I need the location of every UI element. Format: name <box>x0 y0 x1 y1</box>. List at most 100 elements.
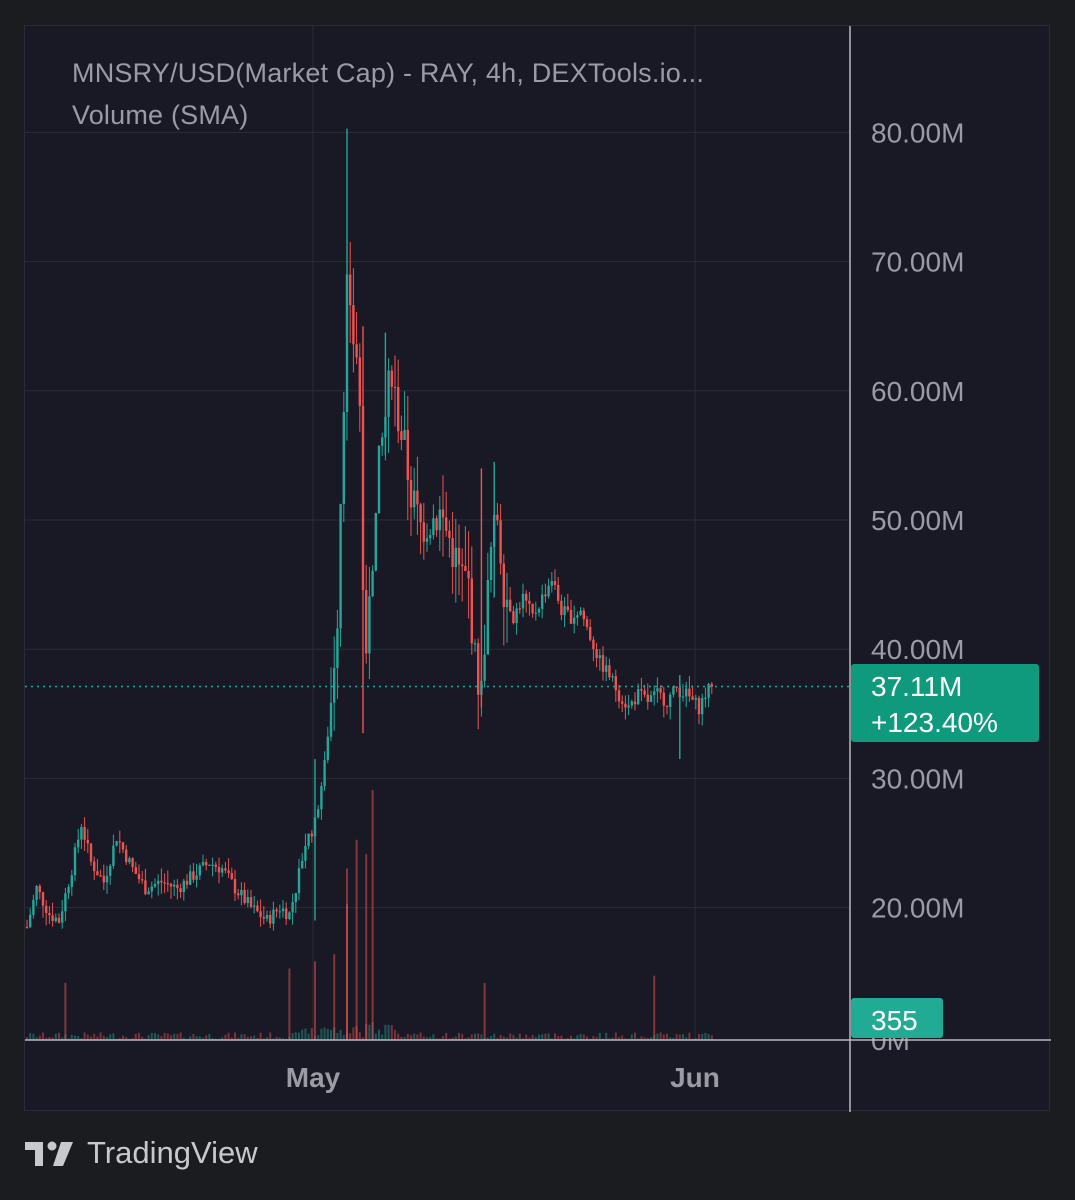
y-tick-label: 20.00M <box>871 893 964 924</box>
volume-bar <box>51 1037 54 1040</box>
candle-body <box>515 608 518 624</box>
volume-bar <box>374 1033 377 1040</box>
volume-bar <box>582 1034 585 1040</box>
volume-bar <box>150 1032 153 1040</box>
volume-bar <box>451 1037 454 1040</box>
candle-body <box>182 880 185 893</box>
volume-bar <box>438 1038 441 1040</box>
candle-body <box>221 868 224 873</box>
candle-body <box>214 864 217 867</box>
candle-body <box>240 889 243 896</box>
volume-bar <box>381 1034 384 1040</box>
volume-bar <box>554 1033 556 1040</box>
volume-bar <box>349 1033 352 1040</box>
candle-body <box>557 584 560 601</box>
candle-body <box>537 608 541 613</box>
candle-body <box>150 886 153 892</box>
candlestick-chart[interactable]: 20.00M 30.00M 40.00M 50.00M 60.00M 70.00M 80.0… <box>25 26 1051 1112</box>
volume-bar <box>403 1036 406 1040</box>
candle-body <box>448 530 451 538</box>
volume-bar <box>42 1032 44 1040</box>
volume-bar <box>675 1034 678 1040</box>
volume-bar <box>490 1036 492 1040</box>
candle-body <box>307 833 310 846</box>
volume-bar <box>608 1038 611 1040</box>
volume-bar <box>442 1036 444 1040</box>
candle-body <box>553 581 557 585</box>
volume-bar <box>416 1034 419 1040</box>
candle-body <box>656 688 659 692</box>
tradingview-brand: TradingView <box>87 1135 258 1170</box>
volume-bar <box>518 1033 521 1040</box>
candle-body <box>451 537 454 568</box>
candle-body <box>253 905 256 907</box>
volume-bar <box>538 1034 540 1040</box>
candle-body <box>38 885 41 893</box>
volume-bar <box>570 1035 572 1040</box>
candle-body <box>387 370 390 417</box>
volume-bar <box>58 1032 60 1040</box>
volume-bar <box>118 1037 121 1040</box>
candle-body <box>544 594 547 597</box>
candle-body <box>409 479 413 508</box>
candle-body <box>486 579 489 655</box>
volume-bar <box>560 1035 563 1040</box>
candle-body <box>224 868 227 871</box>
volume-bar <box>240 1034 243 1040</box>
volume-bar <box>134 1033 137 1040</box>
volume-bar <box>413 1033 416 1040</box>
candle-body <box>637 689 640 705</box>
candle-body <box>685 688 688 697</box>
candle-body <box>333 668 336 703</box>
volume-bar <box>422 1036 425 1040</box>
volume-bar <box>310 1028 313 1040</box>
candle-body <box>89 843 93 862</box>
volume-bar <box>672 1037 675 1040</box>
volume-bar <box>160 1036 163 1040</box>
volume-bar <box>346 868 348 1040</box>
volume-bar <box>365 854 368 1040</box>
candle-body <box>131 858 134 868</box>
volume-bar <box>634 1032 636 1040</box>
volume-bar <box>666 1033 668 1040</box>
candle-body <box>249 897 253 907</box>
volume-bar <box>339 1029 342 1040</box>
candle-body <box>438 509 441 531</box>
volume-legend: Volume (SMA) <box>72 100 249 130</box>
candle-body <box>633 701 637 705</box>
candle-body <box>457 547 461 565</box>
candle-body <box>246 897 249 904</box>
candle-body <box>211 864 214 866</box>
candle-body <box>179 888 182 893</box>
volume-bar <box>394 1029 396 1040</box>
volume-bar <box>202 1037 204 1040</box>
candle-body <box>701 698 704 715</box>
candle-body <box>659 688 662 693</box>
candle-body <box>665 705 669 707</box>
y-tick-label: 50.00M <box>871 505 964 536</box>
volume-bar <box>176 1034 179 1040</box>
candle-body <box>185 880 189 885</box>
chart-panel[interactable]: 20.00M 30.00M 40.00M 50.00M 60.00M 70.00M 80.0… <box>24 25 1051 1112</box>
volume-bar <box>618 1037 620 1040</box>
volume-bar <box>710 1035 713 1040</box>
candle-body <box>35 885 38 900</box>
volume-bar <box>48 1037 51 1040</box>
candle-body <box>374 513 377 571</box>
candle-body <box>390 370 393 387</box>
candle-body <box>67 886 70 894</box>
volume-bar <box>650 1037 652 1040</box>
candle-body <box>541 594 544 609</box>
volume-bar <box>522 1038 524 1040</box>
volume-bar <box>182 1037 185 1040</box>
volume-bar <box>486 1037 489 1040</box>
candle-body <box>317 809 320 818</box>
volume-bar <box>480 1034 483 1040</box>
volume-bar <box>701 1033 704 1040</box>
candle-body <box>304 845 307 861</box>
volume-bar <box>288 968 291 1040</box>
x-tick-label: Jun <box>670 1062 720 1093</box>
y-tick-label: 80.00M <box>871 117 964 148</box>
volume-bar <box>314 961 316 1040</box>
volume-bar <box>458 1032 460 1040</box>
